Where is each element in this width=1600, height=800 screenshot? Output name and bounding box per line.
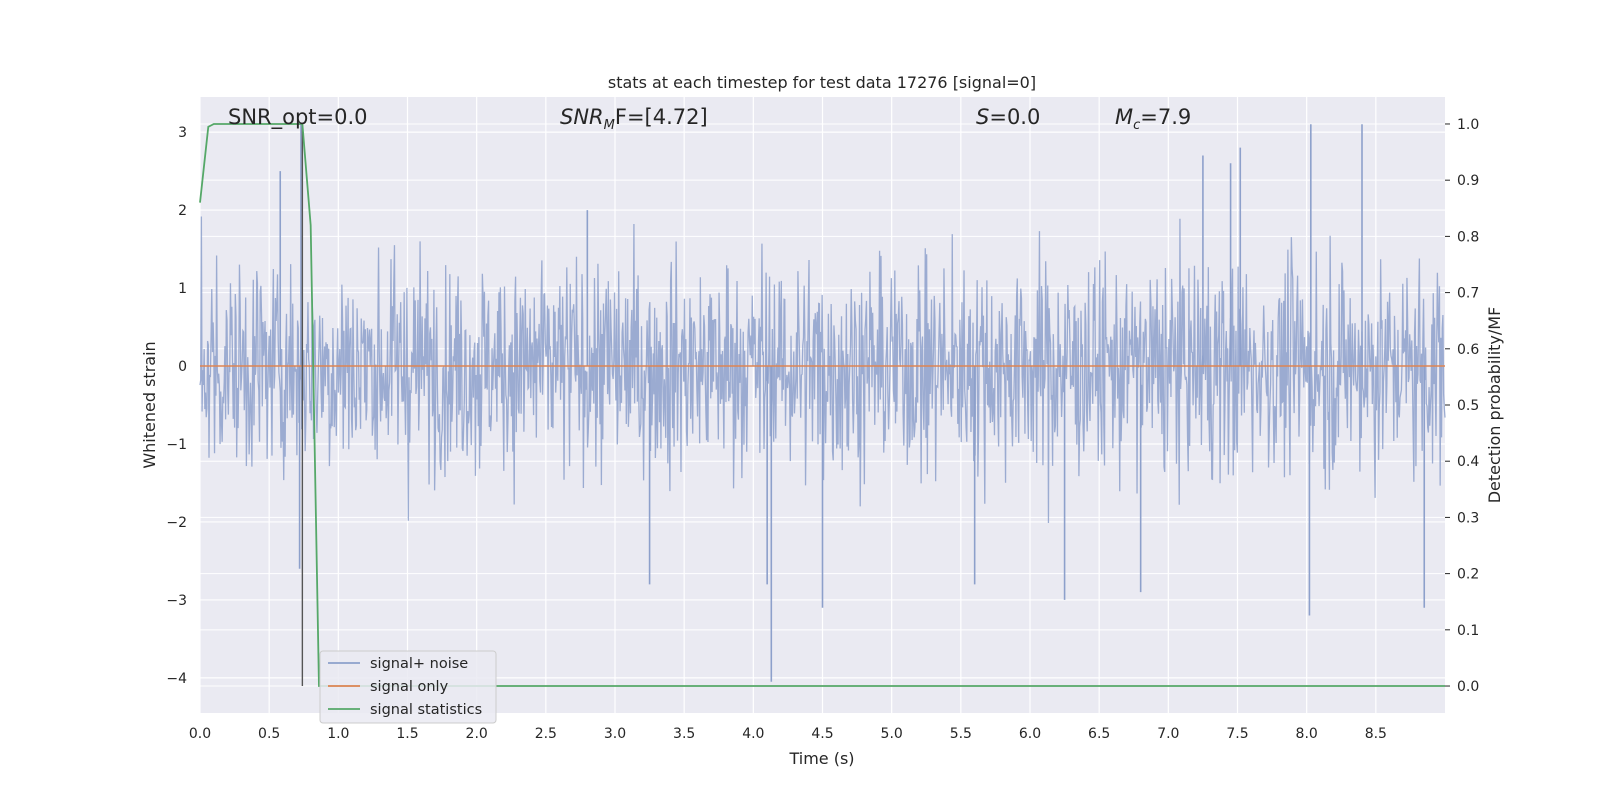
annotation-mc-main: M [1115, 105, 1133, 129]
y-tick-label: 2 [178, 203, 187, 219]
y-axis-ticks: −4 −3 −2 −1 0 1 2 3 [166, 125, 187, 687]
annotation-mc: Mc=7.9 [1115, 105, 1191, 133]
annotation-snr-mf: SNRMF=[4.72] [560, 105, 708, 133]
y-right-tick-label: 0.8 [1457, 229, 1479, 245]
legend-label-signal-statistics: signal statistics [370, 702, 482, 718]
y-tick-label: 0 [178, 359, 187, 375]
annotation-snr-opt: SNR_opt=0.0 [228, 105, 368, 130]
y-tick-label: −2 [166, 515, 187, 531]
x-tick-label: 3.5 [673, 726, 695, 742]
y-axis-label: Whitened strain [140, 341, 159, 468]
annotation-s-rest: =0.0 [989, 105, 1040, 129]
y-right-tick-label: 1.0 [1457, 117, 1479, 133]
y-right-tick-label: 0.0 [1457, 679, 1479, 695]
chart-title: stats at each timestep for test data 172… [608, 73, 1036, 92]
x-tick-label: 7.0 [1157, 726, 1179, 742]
y-right-tick-label: 0.2 [1457, 567, 1479, 583]
y-tick-label: −1 [166, 437, 187, 453]
x-tick-label: 5.5 [950, 726, 972, 742]
x-tick-label: 7.5 [1226, 726, 1248, 742]
y-tick-label: −4 [166, 671, 187, 687]
x-tick-label: 5.0 [881, 726, 903, 742]
annotation-s-main: S [976, 105, 989, 129]
x-tick-label: 6.5 [1088, 726, 1110, 742]
y-tick-label: −3 [166, 593, 187, 609]
annotation-s: S=0.0 [976, 105, 1040, 129]
y-right-tick-label: 0.7 [1457, 286, 1479, 302]
x-axis-label: Time (s) [788, 749, 854, 768]
signal-noise-line [199, 216, 1446, 523]
annotation-mc-sub: c [1133, 118, 1140, 133]
x-tick-label: 2.5 [535, 726, 557, 742]
x-tick-label: 1.5 [396, 726, 418, 742]
annotation-snr-mf-rest: F=[4.72] [615, 105, 708, 129]
x-tick-label: 6.0 [1019, 726, 1041, 742]
y-right-tick-label: 0.6 [1457, 342, 1479, 358]
legend-label-signal-only: signal only [370, 679, 449, 695]
y-tick-label: 1 [178, 281, 187, 297]
x-tick-label: 4.5 [811, 726, 833, 742]
y-tick-label: 3 [178, 125, 187, 141]
legend-box [319, 650, 497, 724]
y-right-tick-label: 0.9 [1457, 173, 1479, 189]
x-tick-label: 8.0 [1296, 726, 1318, 742]
y-right-tick-label: 0.5 [1457, 398, 1479, 414]
y-right-tick-label: 0.4 [1457, 454, 1479, 470]
legend: signal+ noise signal only signal statist… [319, 650, 497, 724]
x-tick-label: 0.0 [189, 726, 211, 742]
y-right-tick-label: 0.3 [1457, 510, 1479, 526]
annotation-snr-mf-main: SNR [560, 105, 604, 129]
legend-label-signal-noise: signal+ noise [370, 656, 468, 672]
x-tick-label: 8.5 [1365, 726, 1387, 742]
annotation-mc-rest: =7.9 [1140, 105, 1191, 129]
annotation-snr-mf-sub: M [604, 118, 615, 133]
y-right-axis-ticks: 0.0 0.1 0.2 0.3 0.4 0.5 0.6 0.7 0.8 0.9 1.0 [1445, 117, 1479, 695]
y-right-axis-label: Detection probability/MF [1485, 307, 1504, 504]
x-tick-label: 2.0 [466, 726, 488, 742]
x-axis-ticks: 0.0 0.5 1.0 1.5 2.0 2.5 3.0 3.5 4.0 4.5 5.0 5.5 6.0 6… [189, 726, 1387, 742]
x-tick-label: 0.5 [258, 726, 280, 742]
series-signal-noise [199, 124, 1446, 682]
y-right-tick-label: 0.1 [1457, 623, 1479, 639]
x-tick-label: 3.0 [604, 726, 626, 742]
x-tick-label: 4.0 [742, 726, 764, 742]
x-tick-label: 1.0 [327, 726, 349, 742]
